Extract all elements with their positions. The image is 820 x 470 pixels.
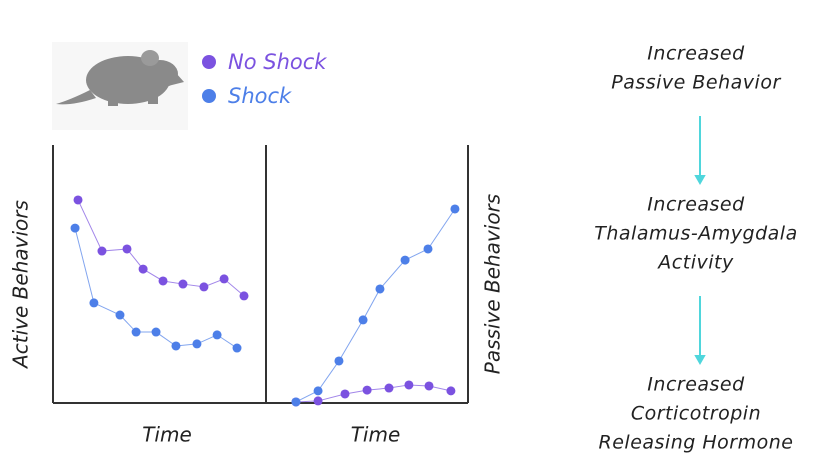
data-point <box>291 397 301 407</box>
data-point <box>358 315 368 325</box>
legend-label: Shock <box>228 84 292 108</box>
flow-text: Increased <box>647 194 745 216</box>
flow-text: Thalamus-Amygdala <box>594 223 797 245</box>
data-point <box>424 381 434 391</box>
data-point <box>313 386 323 396</box>
flow-text: Increased <box>647 43 745 65</box>
data-point <box>73 195 83 205</box>
y-axis-label: Passive Behaviors <box>481 194 505 374</box>
flow-text: Corticotropin <box>631 403 761 425</box>
data-point <box>192 339 202 349</box>
flow-text: Passive Behavior <box>611 72 781 94</box>
data-point <box>178 279 188 289</box>
data-point <box>97 246 107 256</box>
data-point <box>151 327 161 337</box>
data-point <box>199 282 209 292</box>
data-point <box>171 341 181 351</box>
data-point <box>158 276 168 286</box>
y-axis-label: Active Behaviors <box>9 200 33 370</box>
data-point <box>122 244 132 254</box>
data-point <box>404 380 414 390</box>
x-axis-label: Time <box>351 423 401 447</box>
data-point <box>384 383 394 393</box>
data-point <box>239 291 249 301</box>
data-point <box>450 204 460 214</box>
data-point <box>131 327 141 337</box>
legend-marker <box>202 55 216 69</box>
data-point <box>334 356 344 366</box>
data-point <box>232 343 242 353</box>
data-point <box>340 389 350 399</box>
data-point <box>375 284 385 294</box>
data-point <box>423 244 433 254</box>
data-point <box>212 330 222 340</box>
data-point <box>400 255 410 265</box>
data-point <box>219 274 229 284</box>
data-point <box>362 385 372 395</box>
data-point <box>138 264 148 274</box>
x-axis-label: Time <box>142 423 192 447</box>
data-point <box>446 386 456 396</box>
legend-label: No Shock <box>228 50 327 74</box>
data-point <box>313 396 323 406</box>
data-point <box>89 298 99 308</box>
legend-marker <box>202 89 216 103</box>
data-point <box>115 310 125 320</box>
flow-text: Releasing Hormone <box>599 432 794 454</box>
series-line <box>295 208 456 403</box>
flow-arrows <box>694 116 706 366</box>
flow-text: Activity <box>656 252 734 274</box>
mouse-icon <box>56 50 184 106</box>
data-point <box>70 223 80 233</box>
flow-text: Increased <box>647 374 745 396</box>
